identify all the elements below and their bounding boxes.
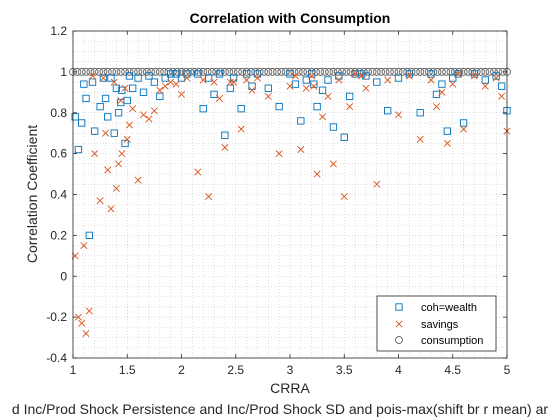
x-tick-label: 2	[178, 363, 185, 377]
x-tick-label: 3.5	[336, 363, 353, 377]
x-tick-label: 2.5	[227, 363, 244, 377]
x-tick-label: 1	[70, 363, 77, 377]
y-tick-label: 0	[60, 269, 67, 283]
y-tick-label: -0.2	[46, 310, 67, 324]
y-tick-label: -0.4	[46, 351, 67, 365]
x-tick-label: 4	[395, 363, 402, 377]
x-tick-label: 3	[287, 363, 294, 377]
legend-label-consumption: consumption	[421, 335, 483, 347]
y-tick-label: 0.4	[50, 188, 67, 202]
y-tick-label: 1	[60, 65, 67, 79]
legend-label-savings: savings	[421, 319, 459, 331]
y-tick-label: 0.8	[50, 106, 67, 120]
y-tick-label: 0.2	[50, 228, 67, 242]
x-axis-label: CRRA	[270, 380, 310, 396]
legend: coh=wealth savings consumption	[377, 296, 496, 351]
legend-label-coh-wealth: coh=wealth	[421, 302, 477, 314]
y-tick-label: 0.6	[50, 147, 67, 161]
x-tick-label: 5	[504, 363, 511, 377]
x-tick-label: 4.5	[444, 363, 461, 377]
x-tick-label: 1.5	[119, 363, 136, 377]
y-tick-label: 1.2	[50, 24, 67, 38]
chart-title: Correlation with Consumption	[190, 10, 391, 26]
bottom-caption: d Inc/Prod Shock Persistence and Inc/Pro…	[12, 401, 548, 417]
y-axis-label: Correlation Coefficient	[24, 125, 40, 263]
